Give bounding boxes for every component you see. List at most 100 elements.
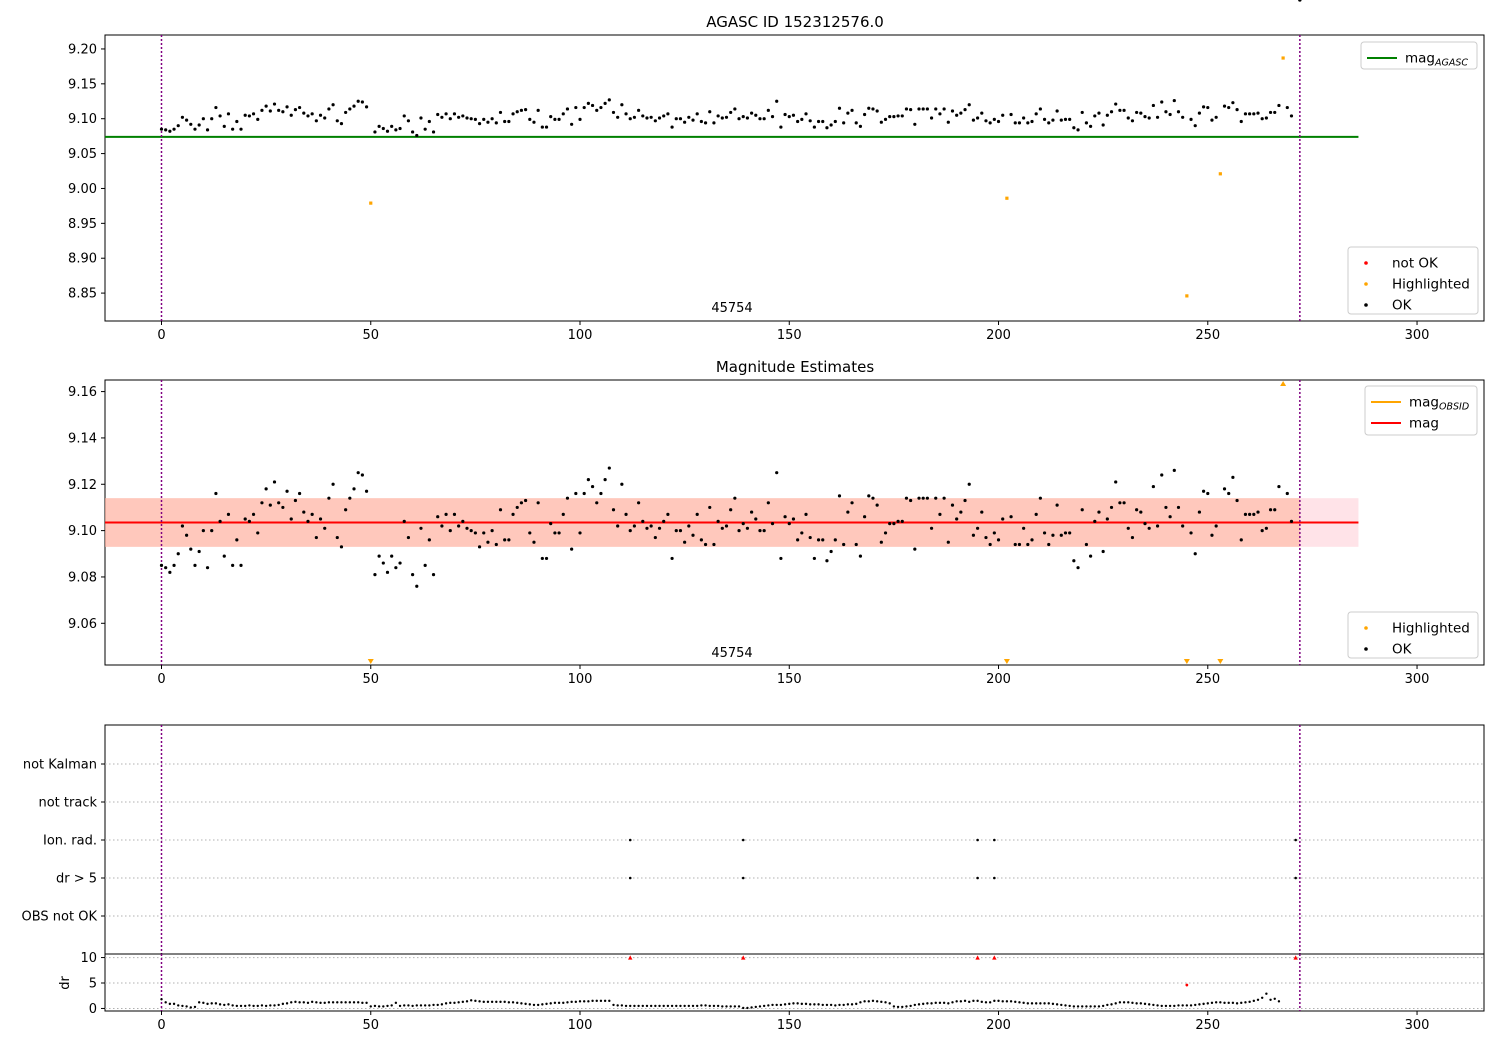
dr-point [423,1004,427,1007]
highlighted-point [369,201,373,205]
ok-point [582,105,586,110]
ok-point [896,114,900,118]
dr-point [189,1006,192,1009]
dr-point [675,1004,678,1008]
ok-point [837,106,842,110]
ok-point [879,540,883,544]
dr-point [390,1004,393,1007]
dr-point [1227,1001,1230,1005]
ok-point [231,563,235,567]
dr-point [808,1003,812,1006]
ok-point [657,526,662,530]
ok-point [1235,108,1239,112]
dr-point [419,1004,423,1007]
ok-point [858,554,863,558]
ok-point [1160,473,1164,477]
dr-point [670,1004,674,1008]
ok-point [532,540,536,544]
ok-point [427,119,431,124]
ok-point [503,119,507,124]
ok-point [528,117,532,122]
ok-point [553,117,557,122]
dr-point [963,999,967,1003]
ok-point [975,526,980,530]
ok-point [595,108,599,112]
ok-point [214,105,218,110]
ok-point [691,118,695,122]
ok-point [557,531,561,535]
y-tick-label: 9.16 [68,385,97,400]
ok-point [808,535,812,540]
ok-point [1176,505,1181,510]
category-label: Ion. rad. [43,834,97,849]
dr-point [202,1001,205,1005]
dr-point [1235,1002,1239,1005]
ok-point [565,107,570,111]
ok-point [1038,496,1042,500]
dr-point [758,1005,762,1008]
ok-point [975,116,980,120]
ok-point [406,535,411,540]
ok-point [624,512,628,516]
ok-point [327,107,331,111]
ok-point [1252,112,1256,116]
ok-point [180,524,185,528]
ok-point [339,121,344,126]
ok-point [1068,117,1072,122]
dr-point [884,1001,887,1004]
dr-point [449,1001,452,1005]
ok-point [1248,112,1252,116]
ok-point [988,542,992,547]
ok-point [992,531,996,535]
dr-point [880,1000,883,1004]
dr-point [411,1004,414,1008]
y-tick-label: 0 [89,1002,97,1017]
dr-point [1064,1004,1067,1007]
ok-point [1118,108,1122,112]
ok-point [892,522,896,526]
off-scale-highlighted-marker [367,659,374,664]
ok-point [314,119,318,123]
ok-point [193,127,197,131]
ok-point [653,119,657,123]
dr-point [252,1004,255,1008]
dr-point [290,1001,293,1004]
dr-point [1106,1003,1109,1007]
ok-point [716,114,720,118]
dr-point [888,1002,891,1005]
ok-point [218,519,222,523]
ok-point [858,124,863,128]
ok-point [289,517,293,521]
ok-point [264,487,268,491]
ok-point [1151,103,1155,108]
ok-point [247,114,251,118]
dr-point [716,1004,720,1008]
ok-point [683,120,687,124]
ok-point [377,554,381,558]
dr-point [407,1004,410,1007]
dr-point [1240,1001,1243,1005]
dr-point [507,1001,511,1004]
dr-point [1014,1000,1017,1004]
ok-point [1277,103,1281,108]
ok-point [402,114,406,118]
ok-point [1063,531,1068,535]
ok-point [473,531,477,535]
dr-point [595,999,598,1003]
ok-point [883,531,888,535]
x-tick-label: 0 [157,672,165,687]
ok-point [812,556,816,561]
ok-point [1013,121,1017,125]
ok-point [1210,118,1214,122]
dr-point [742,1006,745,1010]
ok-point [310,112,314,116]
ok-point [1055,109,1059,113]
dr-point [352,1001,356,1004]
dr-panel: 0 5 10 dr 0 50 100 150 200 250 300 [58,951,1485,1033]
ok-point [708,505,712,510]
dr-point [499,1000,502,1004]
ok-point [720,526,724,530]
ok-point [1181,115,1185,119]
ok-point [754,517,758,521]
dr-point [436,1003,439,1007]
